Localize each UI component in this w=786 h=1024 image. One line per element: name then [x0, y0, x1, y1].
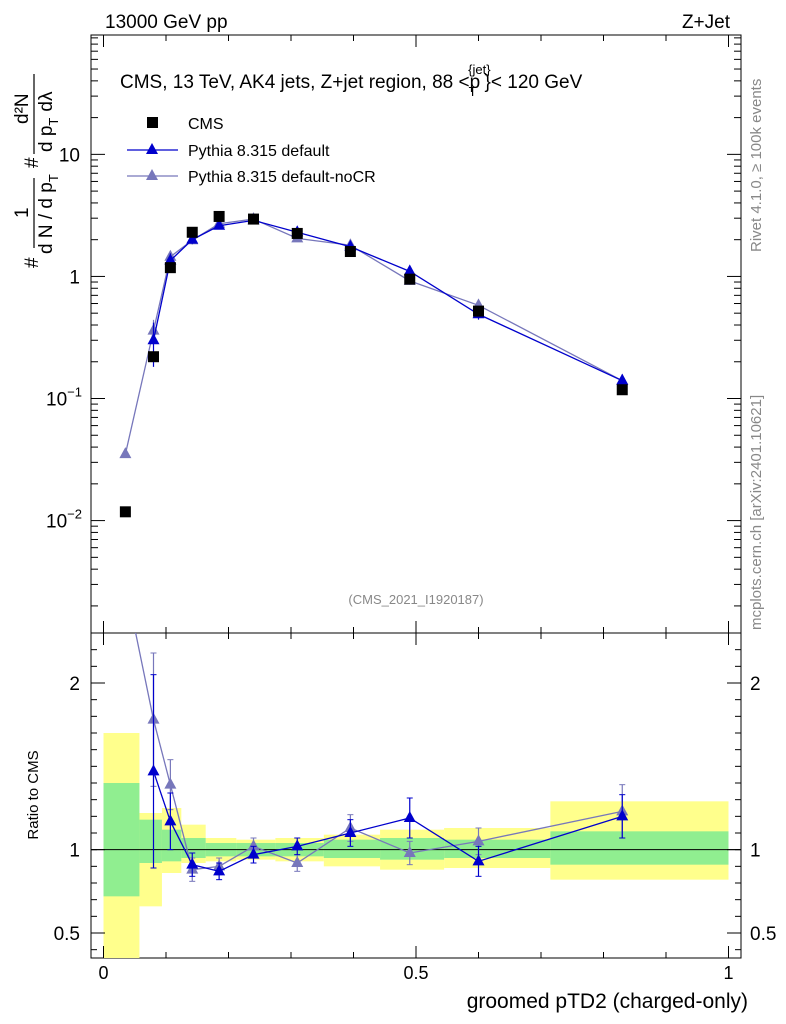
cms-data-point — [344, 246, 356, 258]
legend-item-pythia-default: Pythia 8.315 default — [127, 143, 330, 160]
ratio-marker — [403, 811, 416, 822]
main-marker — [119, 447, 132, 459]
source-label: mcplots.cern.ch [arXiv:2401.10621] — [748, 395, 765, 630]
ratio-marker — [247, 839, 260, 851]
ratio-tick-label: 1 — [69, 841, 80, 862]
y-label-hash-2: # — [22, 157, 43, 168]
y-tick-label: 10 — [59, 145, 80, 166]
plot-title-main: CMS, 13 TeV, AK4 jets, Z+jet region, 88 … — [120, 72, 480, 93]
y-tick-label: 10−2 — [46, 507, 82, 533]
cms-data-point — [213, 210, 225, 222]
cms-data-point — [148, 351, 159, 363]
cms-data-point — [404, 273, 416, 285]
main-marker — [213, 218, 226, 230]
cms-data-point — [186, 226, 198, 238]
x-tick-label: 0.5 — [403, 963, 428, 983]
legend-item-pythia-nocr: Pythia 8.315 default-noCR — [127, 169, 376, 186]
energy-label: 13000 GeV pp — [105, 12, 228, 33]
ratio-marker — [213, 864, 226, 876]
ratio-tick-label: 0.5 — [54, 924, 80, 945]
plot-title-sup: {jet} — [468, 62, 491, 77]
ratio-marker — [616, 809, 629, 821]
band-inner — [323, 839, 381, 858]
main-y-axis-label: # 1 d N / d pT # d²N d pTdλ — [12, 74, 61, 268]
ratio-marker — [472, 834, 485, 846]
legend-item-cms: CMS — [147, 116, 224, 133]
main-marker — [164, 253, 177, 265]
main-line-1 — [152, 219, 623, 382]
band-inner — [380, 838, 445, 860]
main-marker — [616, 373, 629, 385]
plot-title-end: }< 120 GeV — [485, 72, 583, 93]
ratio-marker — [186, 857, 199, 869]
plot-title: CMS, 13 TeV, AK4 jets, Z+jet region, 88 … — [120, 62, 583, 99]
ratio-marker — [147, 764, 160, 776]
y-label-one: 1 — [12, 207, 33, 218]
y-label-dpt-dlambda: d pTdλ — [36, 91, 61, 152]
band-inner — [444, 839, 551, 858]
ratio-series — [135, 633, 629, 882]
main-marker — [403, 264, 416, 276]
legend-label-pythia-nocr: Pythia 8.315 default-noCR — [188, 169, 376, 186]
cms-data-point — [119, 506, 131, 518]
cms-data-point — [248, 213, 259, 225]
ratio-marker — [164, 814, 177, 826]
plot-title-sub: T — [469, 84, 477, 99]
cms-data-point — [164, 262, 176, 274]
ratio-tick-label-right: 0.5 — [750, 924, 776, 945]
main-plot-area — [91, 35, 741, 633]
ratio-marker — [344, 826, 357, 837]
y-tick-label: 10−1 — [46, 385, 82, 411]
band-inner — [139, 819, 162, 863]
rivet-label: Rivet 4.1.0, ≥ 100k events — [748, 79, 765, 252]
x-tick-label: 1 — [723, 963, 733, 983]
ratio-y-axis-label: Ratio to CMS — [25, 750, 42, 839]
ratio-marker — [472, 854, 485, 866]
x-axis-label: groomed pTD2 (charged-only) — [467, 990, 748, 1013]
process-label: Z+Jet — [682, 12, 731, 33]
main-series — [119, 210, 629, 518]
x-tick-label: 0 — [98, 963, 108, 983]
ratio-tick-label-right: 2 — [750, 674, 761, 695]
band-inner — [550, 831, 729, 865]
ratio-marker — [291, 839, 304, 851]
analysis-id: (CMS_2021_I1920187) — [348, 592, 483, 607]
y-tick-label: 1 — [69, 267, 80, 288]
main-marker — [186, 232, 199, 244]
legend: CMS Pythia 8.315 default Pythia 8.315 de… — [127, 116, 376, 186]
ratio-marker — [403, 846, 416, 857]
band-inner — [103, 783, 140, 897]
legend-label-pythia-default: Pythia 8.315 default — [188, 143, 330, 160]
cms-data-point — [291, 227, 303, 239]
ratio-tick-label-right: 1 — [750, 841, 761, 862]
y-label-hash-1: # — [22, 257, 43, 268]
cms-data-point — [473, 305, 484, 317]
main-marker — [147, 333, 160, 345]
y-label-dn-dpt: d N / d pT — [36, 174, 61, 254]
ratio-tick-label: 2 — [69, 674, 80, 695]
cms-data-point — [616, 384, 628, 396]
ratio-marker — [164, 777, 177, 789]
ratio-line-1 — [152, 771, 623, 873]
y-label-d2n: d²N — [12, 93, 33, 124]
ratio-plot-area — [91, 633, 741, 958]
ratio-marker — [291, 856, 304, 867]
band-inner — [161, 829, 182, 862]
legend-label-cms: CMS — [188, 116, 224, 133]
ratio-marker — [247, 847, 260, 859]
